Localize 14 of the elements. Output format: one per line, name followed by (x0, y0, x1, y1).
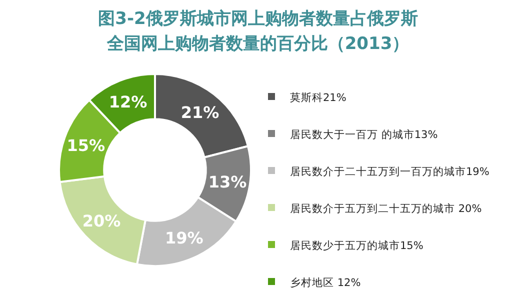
legend-label: 莫斯科21% (290, 92, 346, 104)
legend-label: 居民数大于一百万 的城市13% (290, 129, 438, 141)
data-label: 20% (82, 211, 121, 230)
legend-label: 居民数少于五万的城市15% (290, 240, 424, 252)
title: 全国网上购物者数量的百分比（2013） (106, 34, 410, 54)
legend-label: 居民数介于二十五万到一百万的城市19% (290, 166, 490, 178)
data-label: 19% (165, 228, 204, 248)
data-label: 13% (208, 172, 247, 192)
data-label: 12% (108, 92, 148, 112)
data-label: 21% (180, 102, 220, 122)
legend-label: 乡村地区 12% (290, 277, 361, 289)
data-label: 15% (66, 136, 106, 156)
title: 图3-2俄罗斯城市网上购物者数量占俄罗斯 (98, 9, 418, 29)
legend-label: 居民数介于五万到二十五万的城市 20% (290, 203, 482, 215)
